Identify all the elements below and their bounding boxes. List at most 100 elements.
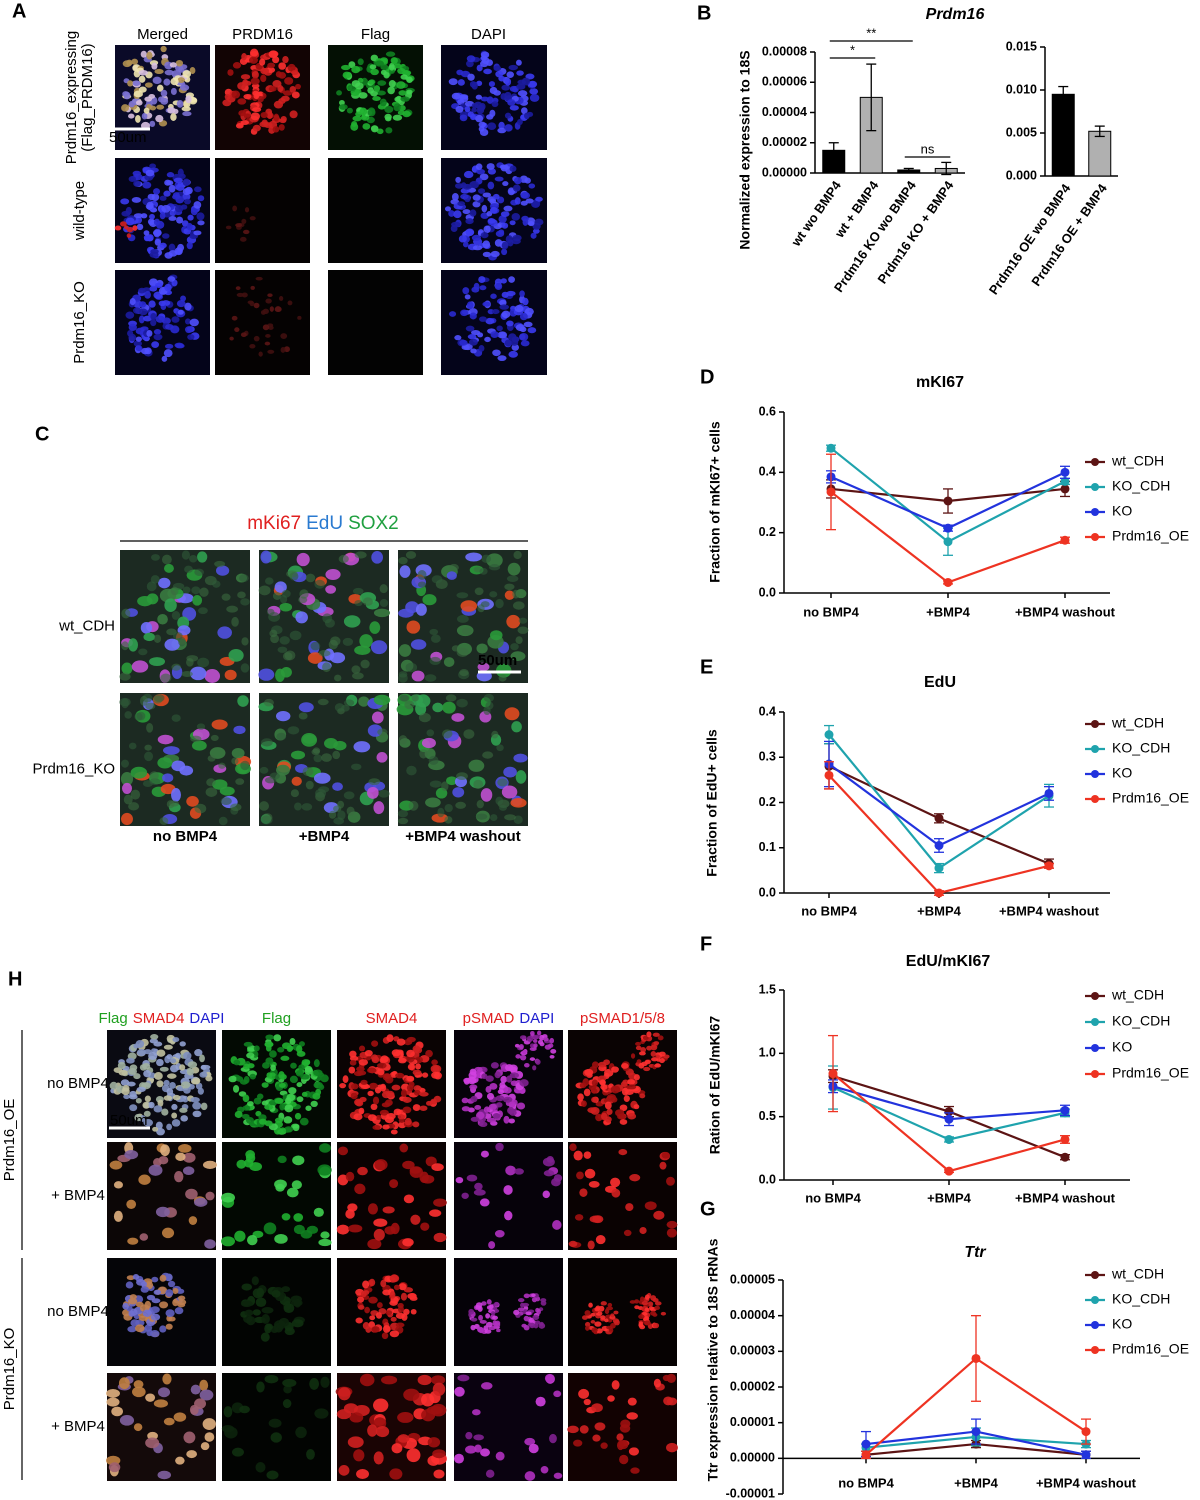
cell-nucleus	[604, 1308, 610, 1314]
cell-nucleus	[187, 1061, 198, 1069]
cell-nucleus	[253, 302, 260, 309]
cell-nucleus	[274, 1233, 288, 1244]
cell-nucleus	[360, 1084, 371, 1090]
cell-nucleus	[256, 1287, 265, 1298]
cell-nucleus	[260, 74, 267, 83]
cell-nucleus	[367, 1203, 378, 1215]
cell-nucleus	[313, 1207, 324, 1217]
cell-nucleus	[199, 1071, 208, 1078]
cell-nucleus	[293, 1213, 304, 1222]
chart-title: Ttr	[964, 1244, 986, 1261]
cell-nucleus	[199, 587, 209, 597]
cell-nucleus	[388, 62, 395, 71]
significance-label: *	[850, 42, 855, 57]
cell-nucleus	[475, 163, 483, 171]
cell-nucleus	[288, 1087, 297, 1095]
cell-nucleus	[297, 315, 302, 320]
cell-nucleus	[153, 1399, 168, 1408]
cell-nucleus	[465, 552, 483, 562]
cell-nucleus	[145, 1393, 156, 1402]
cell-nucleus	[286, 1187, 299, 1198]
cell-nucleus	[627, 1113, 637, 1120]
data-point	[1060, 1152, 1070, 1162]
cell-nucleus	[267, 293, 273, 298]
cell-nucleus	[262, 813, 273, 822]
cell-nucleus	[261, 1307, 274, 1314]
column-label-part: Flag	[99, 1010, 128, 1027]
cell-nucleus	[218, 762, 226, 769]
cell-nucleus	[477, 188, 486, 194]
cell-nucleus	[481, 1382, 493, 1390]
cell-nucleus	[406, 89, 413, 95]
cell-nucleus	[357, 1304, 365, 1310]
cell-nucleus	[503, 1086, 512, 1094]
cell-nucleus	[639, 1093, 646, 1099]
cell-nucleus	[466, 301, 474, 310]
cell-nucleus	[244, 207, 250, 213]
y-tick-label: 0.015	[1006, 39, 1037, 53]
cell-nucleus	[249, 344, 256, 349]
cell-nucleus	[200, 1064, 207, 1071]
cell-nucleus	[255, 1297, 267, 1308]
cell-nucleus	[495, 598, 504, 609]
cell-nucleus	[523, 321, 533, 328]
cell-nucleus	[192, 1110, 202, 1118]
cell-nucleus	[243, 1041, 253, 1047]
cell-nucleus	[491, 101, 499, 108]
cell-nucleus	[129, 1294, 137, 1300]
cell-nucleus	[487, 122, 497, 131]
cell-nucleus	[362, 1280, 370, 1289]
cell-nucleus	[270, 1064, 276, 1072]
cell-nucleus	[514, 1043, 520, 1048]
legend-marker	[1091, 1044, 1099, 1052]
cell-nucleus	[304, 1059, 311, 1065]
cell-nucleus	[463, 729, 475, 739]
cell-nucleus	[162, 233, 170, 239]
cell-nucleus	[241, 1283, 253, 1291]
cell-nucleus	[581, 1100, 587, 1108]
cell-nucleus	[644, 1201, 657, 1211]
cell-nucleus	[514, 197, 521, 205]
cell-nucleus	[499, 804, 507, 811]
cell-nucleus	[599, 1079, 606, 1086]
cell-nucleus	[332, 750, 341, 760]
cell-nucleus	[470, 1095, 478, 1103]
cell-nucleus	[621, 1087, 629, 1096]
cell-nucleus	[255, 276, 263, 281]
cell-nucleus	[429, 628, 439, 635]
cell-nucleus	[274, 1117, 284, 1123]
cell-nucleus	[151, 554, 160, 561]
cell-nucleus	[360, 1079, 368, 1085]
cell-nucleus	[319, 1143, 331, 1153]
cell-nucleus	[650, 1310, 657, 1316]
cell-nucleus	[469, 1084, 478, 1090]
cell-nucleus	[483, 1106, 491, 1113]
cell-nucleus	[145, 1437, 160, 1449]
cell-nucleus	[529, 1057, 536, 1061]
cell-nucleus	[121, 608, 131, 619]
cell-nucleus	[124, 711, 132, 719]
cell-nucleus	[635, 1045, 642, 1051]
cell-nucleus	[182, 1166, 195, 1176]
cell-nucleus	[314, 1408, 329, 1419]
cell-nucleus	[469, 312, 477, 320]
cell-nucleus	[482, 301, 491, 307]
cell-nucleus	[588, 1302, 593, 1308]
cell-nucleus	[161, 554, 172, 565]
cell-nucleus	[172, 1298, 179, 1307]
cell-nucleus	[133, 213, 144, 219]
scale-bar-label: 50um	[110, 1112, 148, 1129]
cell-nucleus	[613, 1310, 619, 1315]
cell-nucleus	[166, 1073, 177, 1079]
cell-nucleus	[268, 50, 279, 58]
cell-nucleus	[194, 186, 202, 193]
cell-nucleus	[128, 333, 137, 342]
y-tick-label: 0.00004	[762, 105, 807, 119]
cell-nucleus	[584, 1068, 594, 1076]
cell-nucleus	[168, 243, 176, 252]
cell-nucleus	[549, 1037, 555, 1044]
cell-nucleus	[494, 282, 503, 291]
cell-nucleus	[350, 763, 362, 771]
cell-nucleus	[127, 1237, 139, 1245]
cell-nucleus	[292, 1155, 305, 1166]
